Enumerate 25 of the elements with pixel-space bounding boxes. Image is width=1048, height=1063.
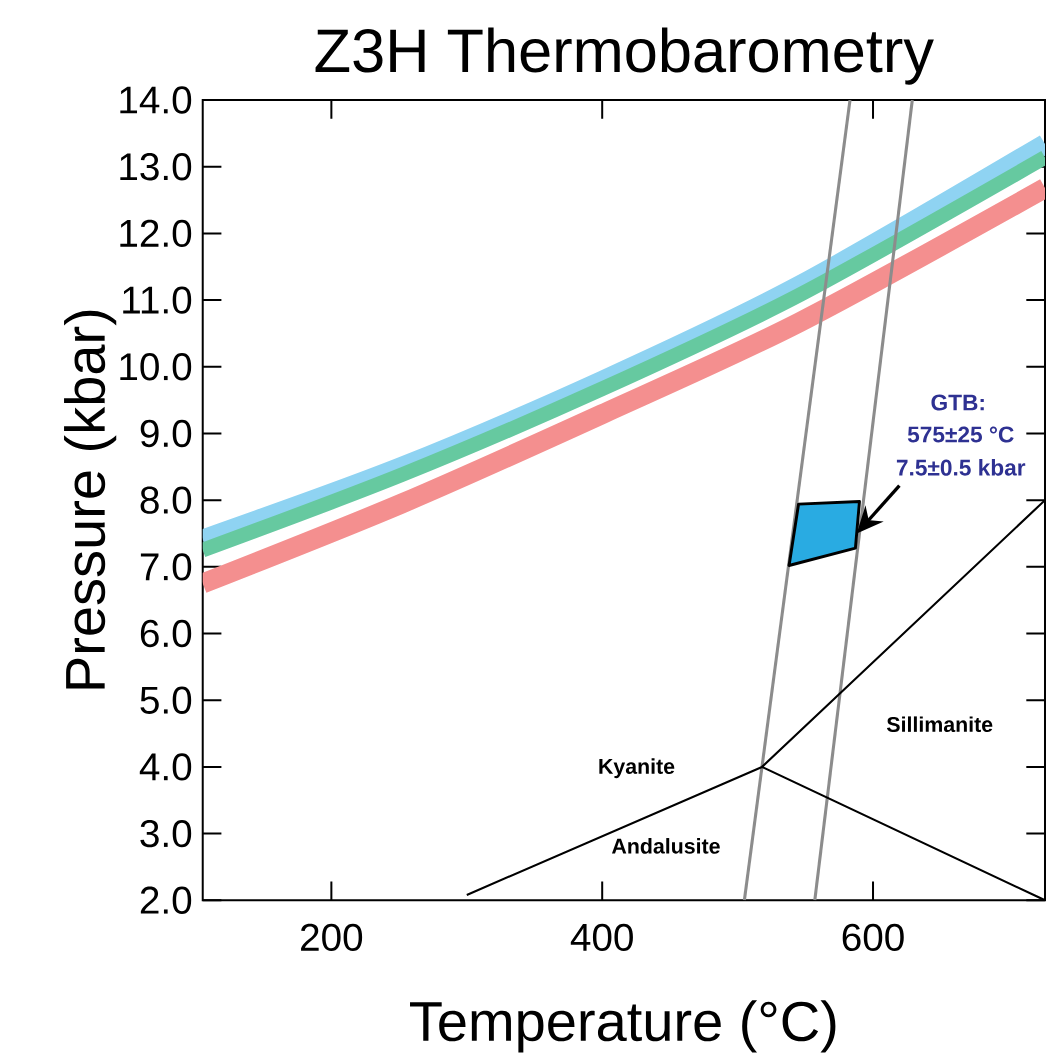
y-tick-label: 8.0 xyxy=(140,486,192,514)
y-tick-label: 3.0 xyxy=(140,819,192,848)
annotation: 575±25 °C xyxy=(907,426,1014,443)
annotation: Kyanite xyxy=(599,758,675,779)
x-tick-label: 400 xyxy=(570,923,633,952)
chart-title: Z3H Thermobarometry xyxy=(315,27,934,85)
annotation: GTB: xyxy=(931,394,984,411)
y-tick-label: 4.0 xyxy=(139,753,192,781)
y-tick-label: 2.0 xyxy=(140,886,192,914)
y-tick-label: 7.0 xyxy=(140,553,192,581)
x-axis-title: Temperature (°C) xyxy=(409,1000,836,1053)
y-axis-title: Pressure (kbar) xyxy=(63,310,117,689)
annotation: 7.5±0.5 kbar xyxy=(896,459,1026,476)
y-tick-label: 5.0 xyxy=(140,686,192,714)
y-tick-label: 6.0 xyxy=(140,619,192,648)
x-tick-label: 600 xyxy=(842,923,904,952)
y-tick-label: 12.0 xyxy=(120,219,191,248)
y-tick-label: 13.0 xyxy=(120,153,191,181)
y-tick-label: 14.0 xyxy=(120,86,191,114)
y-tick-label: 10.0 xyxy=(120,353,191,381)
annotation: Andalusite xyxy=(611,838,720,854)
y-tick-label: 11.0 xyxy=(123,286,192,314)
x-tick-label: 200 xyxy=(300,923,362,952)
y-tick-label: 9.0 xyxy=(140,419,192,448)
annotation: Sillimanite xyxy=(886,716,993,733)
